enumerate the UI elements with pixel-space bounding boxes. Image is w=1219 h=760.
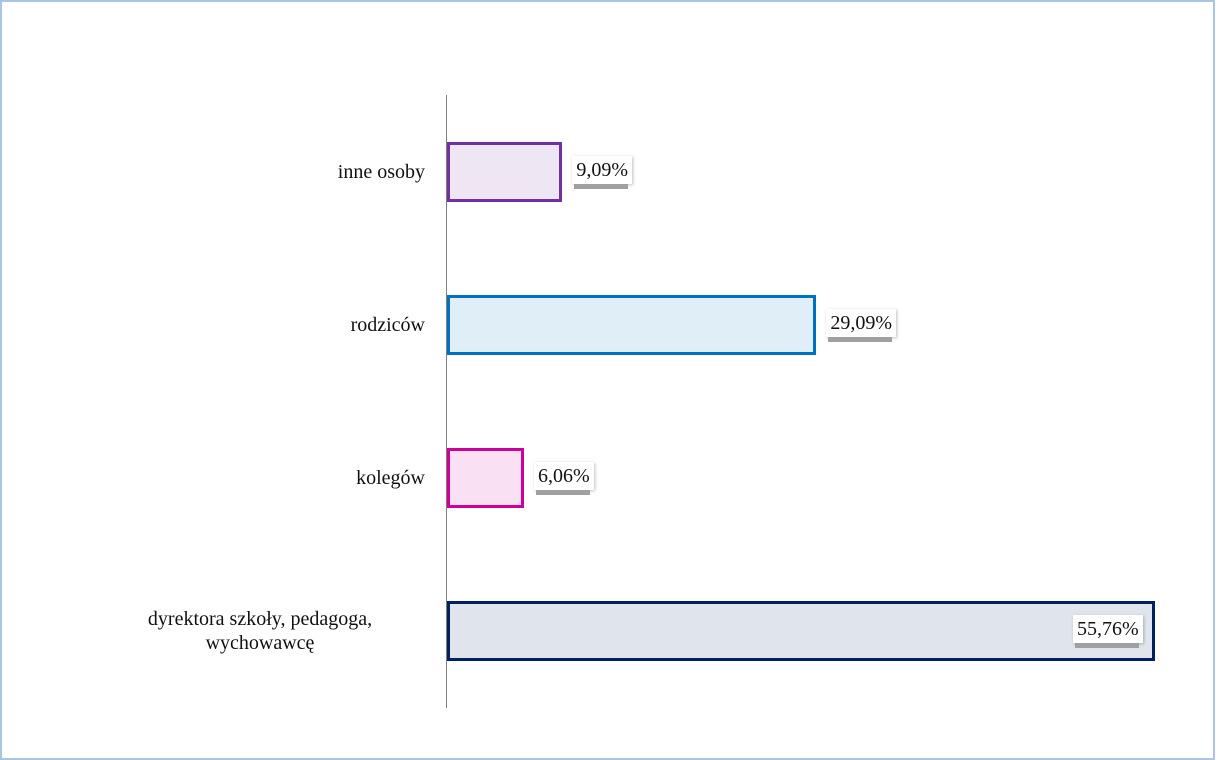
category-axis	[446, 95, 447, 708]
category-text: rodziców	[350, 313, 425, 336]
category-label: dyrektora szkoły, pedagoga, wychowawcę	[95, 607, 425, 655]
data-label-shadow	[1075, 643, 1139, 649]
bar	[447, 448, 524, 509]
data-label: 55,76%	[1073, 615, 1143, 644]
category-label: inne osoby	[95, 160, 425, 184]
category-text: dyrektora szkoły, pedagoga, wychowawcę	[147, 608, 373, 655]
category-text: kolegów	[356, 467, 425, 490]
data-label: 9,09%	[572, 155, 633, 184]
data-label: 6,06%	[533, 462, 594, 491]
category-label: rodziców	[95, 313, 425, 337]
bar	[447, 294, 817, 355]
category-text: inne osoby	[337, 160, 425, 183]
data-label: 29,09%	[826, 308, 897, 337]
data-label-shadow	[574, 183, 629, 189]
category-label: kolegów	[95, 466, 425, 490]
data-label-shadow	[828, 336, 893, 342]
bar	[447, 601, 1155, 662]
data-label-shadow	[535, 490, 590, 496]
bar	[447, 141, 563, 202]
